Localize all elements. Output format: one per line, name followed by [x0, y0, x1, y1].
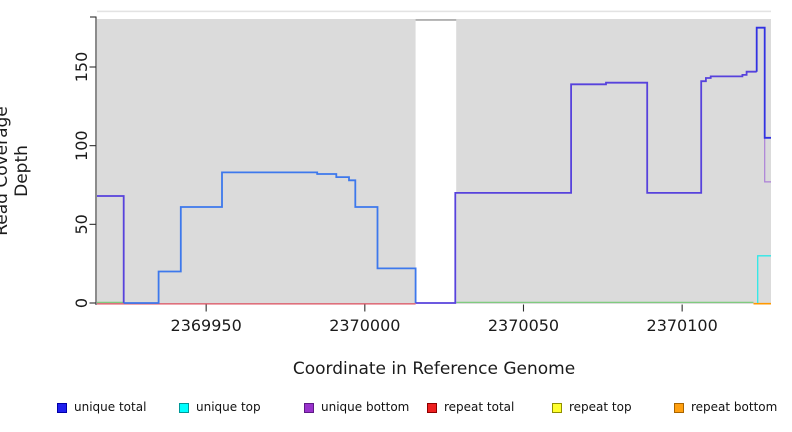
y-tick-label: 100: [72, 130, 91, 161]
x-tick-label: 2370000: [329, 316, 400, 335]
plot-box-top-border: [97, 10, 771, 13]
x-axis-title: Coordinate in Reference Genome: [292, 359, 576, 379]
x-tick-label: 2370050: [488, 316, 559, 335]
series-unique-bottom-tail: [764, 137, 771, 183]
series-unique-bottom-left: [97, 195, 125, 303]
y-axis-title: Read Coverage Depth: [0, 106, 32, 236]
x-tick-label: 2369950: [171, 316, 242, 335]
no-data-gap: [415, 20, 457, 305]
series-unique-bottom-right: [415, 70, 757, 304]
y-tick-label: 0: [72, 298, 91, 308]
y-tick-label: 150: [72, 52, 91, 83]
series-unique-total-mid: [123, 171, 417, 304]
y-tick-label: 50: [72, 214, 91, 234]
series-unique-top-end: [757, 255, 771, 303]
series-unique-total-spike-end: [755, 26, 771, 139]
x-tick-label: 2370100: [647, 316, 718, 335]
